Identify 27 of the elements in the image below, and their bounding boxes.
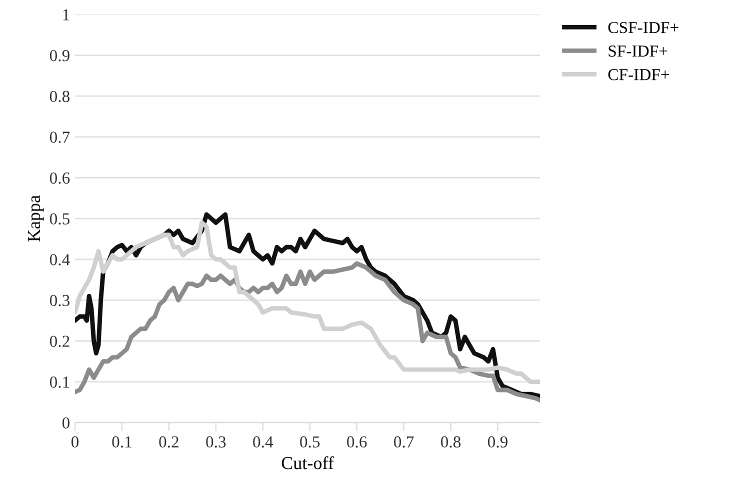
y-tick-label: 1 bbox=[63, 9, 70, 20]
y-tick-label: 0.2 bbox=[50, 336, 70, 348]
x-tick-label: 0 bbox=[71, 436, 79, 448]
y-tick-label: 0.4 bbox=[50, 254, 70, 266]
x-tick-label: 0.7 bbox=[394, 436, 414, 448]
x-tick-label: 0.1 bbox=[112, 436, 132, 448]
y-tick-label: 0.9 bbox=[50, 50, 70, 62]
x-tick-label: 0.9 bbox=[488, 436, 508, 448]
y-tick-label: 0.6 bbox=[50, 172, 70, 184]
legend-label: CF-IDF+ bbox=[608, 69, 670, 80]
line-series bbox=[75, 261, 540, 402]
x-tick-label: 0.2 bbox=[159, 436, 178, 448]
y-tick-label: 0.1 bbox=[50, 376, 70, 388]
y-tick-label: 0 bbox=[62, 417, 70, 429]
legend-label: CSF-IDF+ bbox=[608, 22, 678, 34]
y-tick-label: 0.5 bbox=[50, 213, 70, 225]
x-tick-label: 0.3 bbox=[206, 436, 226, 448]
legend-label: SF-IDF+ bbox=[608, 46, 668, 57]
x-tick-label: 0.4 bbox=[253, 436, 274, 448]
y-tick-label: 0.8 bbox=[50, 90, 70, 102]
x-tick-label: 0.5 bbox=[300, 436, 320, 448]
y-axis-title: Kappa bbox=[28, 195, 44, 242]
x-tick-label: 0.6 bbox=[347, 436, 367, 448]
y-tick-label: 0.7 bbox=[50, 132, 70, 143]
y-tick-label: 0.3 bbox=[50, 294, 70, 306]
x-axis-title: Cut-off bbox=[282, 456, 334, 470]
x-tick-label: 0.8 bbox=[440, 436, 461, 448]
